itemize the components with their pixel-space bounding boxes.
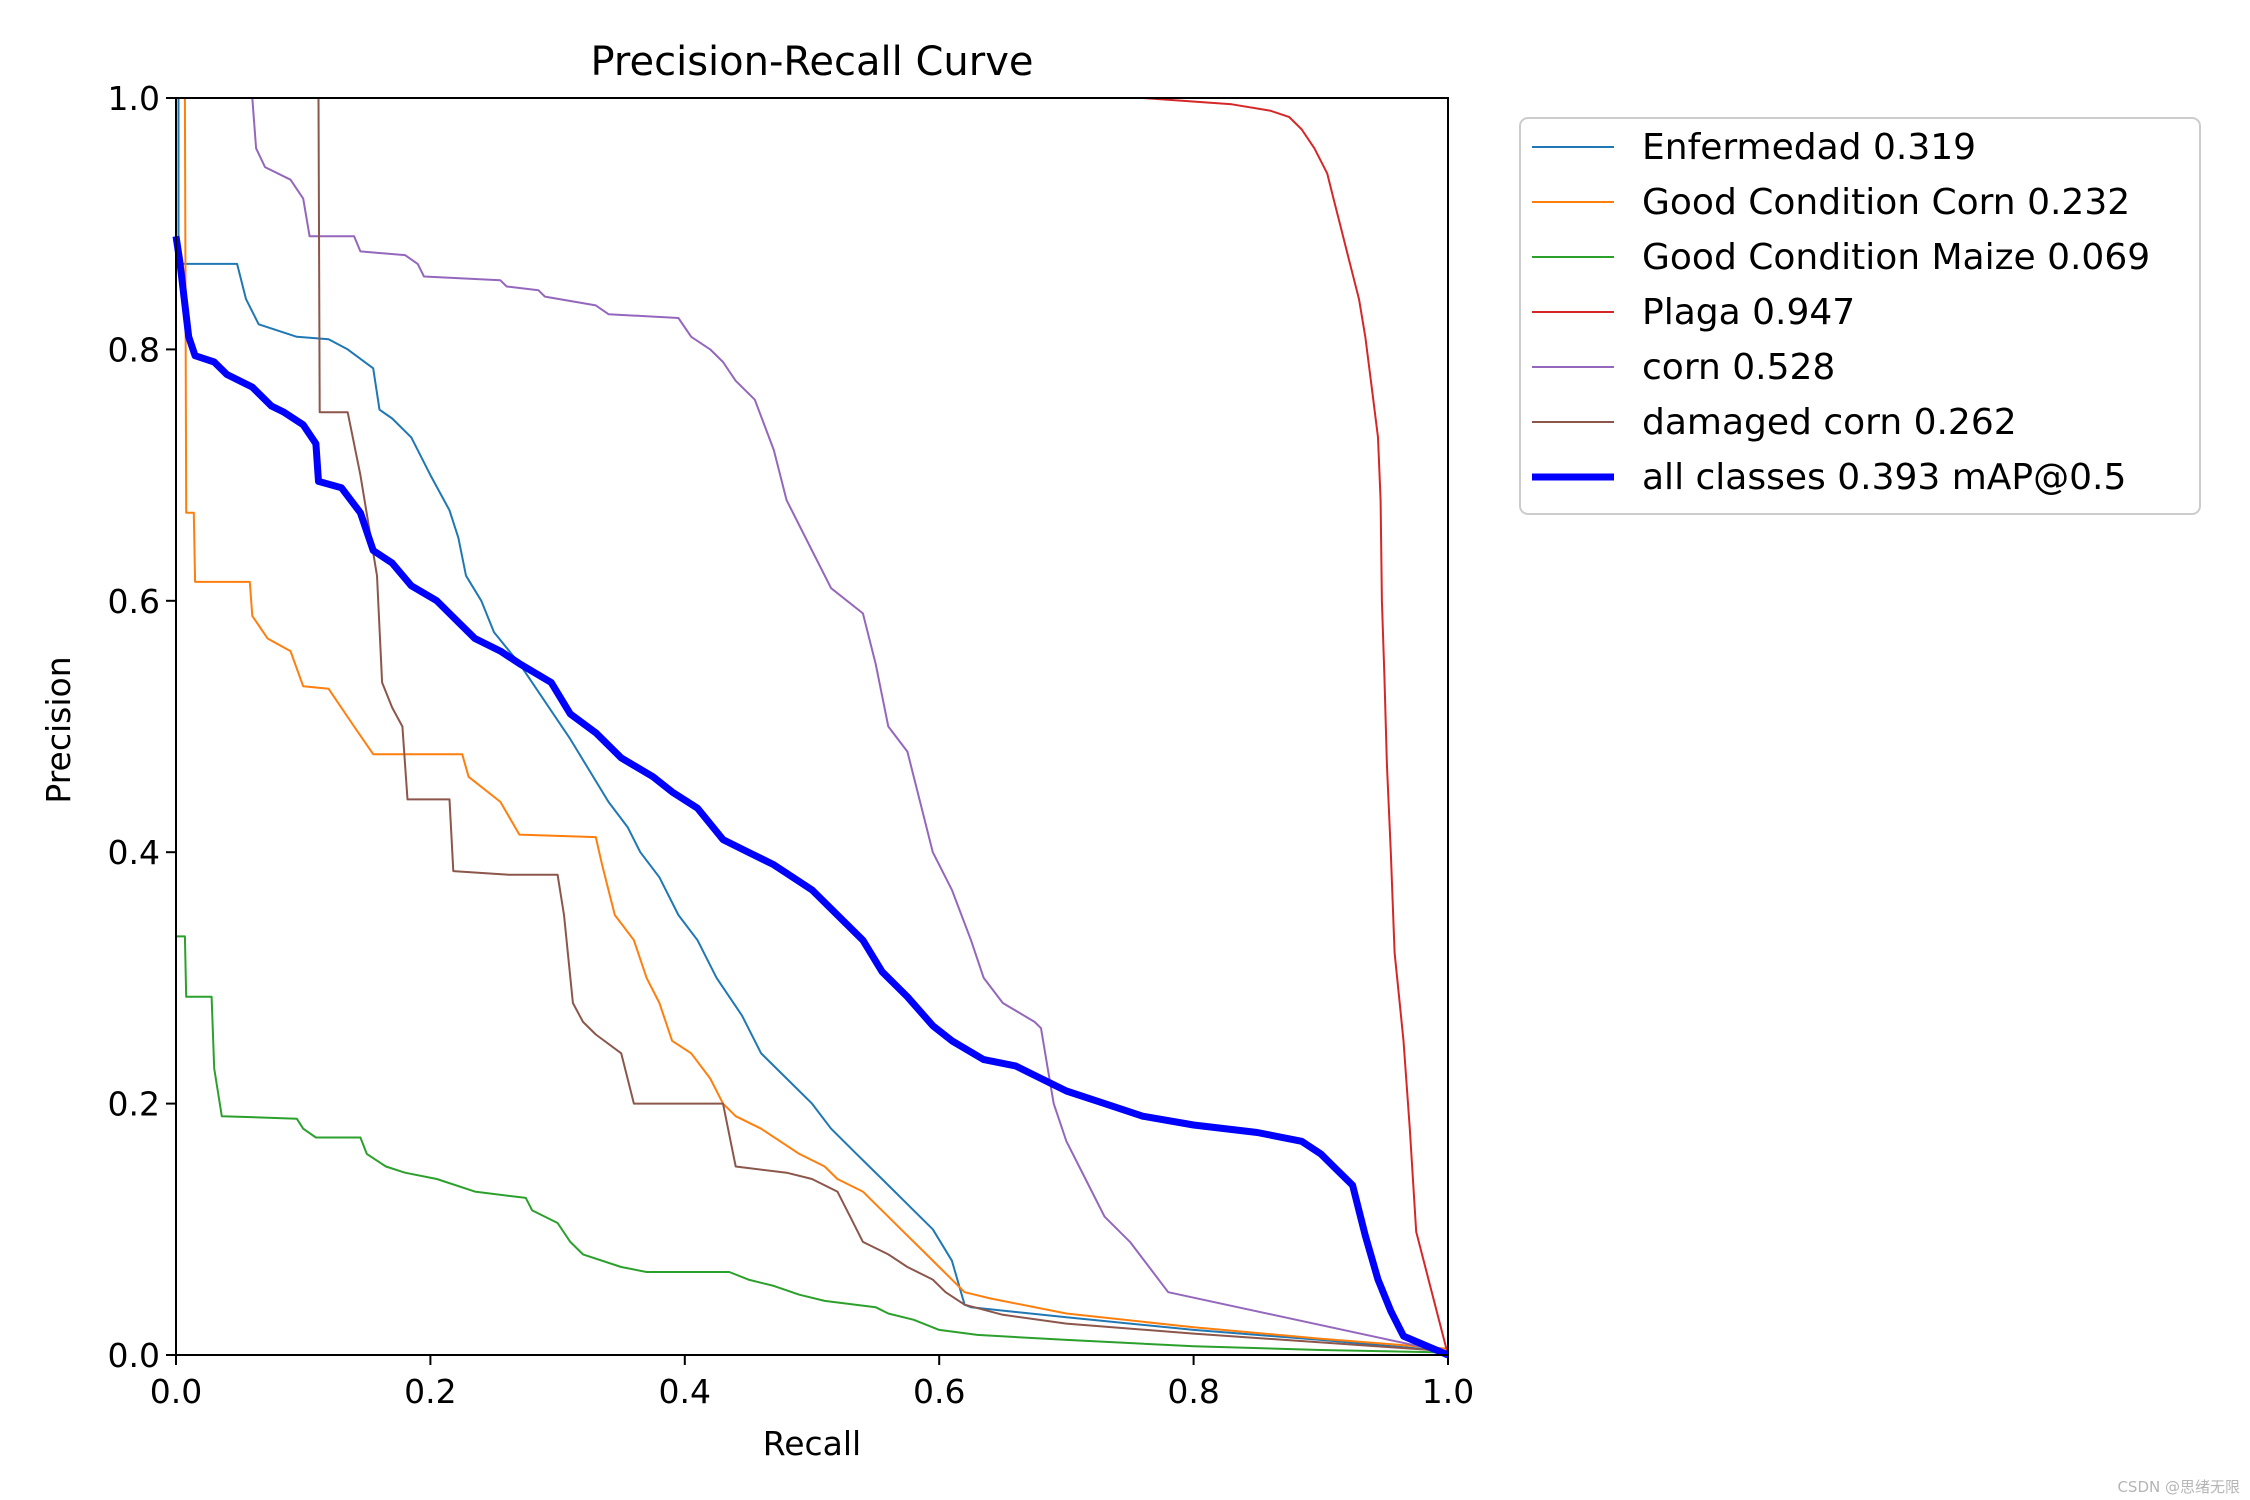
legend-label: Good Condition Corn 0.232 (1642, 182, 2130, 223)
series-line-all-classes (172, 235, 1450, 1359)
chart-title: Precision-Recall Curve (591, 39, 1034, 85)
plot-frame (175, 97, 1449, 1356)
x-tick-label: 0.4 (659, 1372, 711, 1411)
y-tick-label: 0.8 (108, 330, 160, 369)
series-line-good-condition-maize (176, 935, 1449, 1354)
y-tick-label: 0.6 (108, 582, 160, 621)
legend-label: Good Condition Maize 0.069 (1642, 237, 2150, 278)
x-tick-label: 0.8 (1167, 1372, 1219, 1411)
x-tick-label: 0.6 (913, 1372, 965, 1411)
legend-box (1519, 117, 2201, 515)
x-axis-ticks: 0.0 0.2 0.4 0.6 0.8 1.0 (150, 1355, 1474, 1411)
legend: Enfermedad 0.319 Good Condition Corn 0.23… (1519, 117, 2201, 515)
x-tick-label: 0.0 (150, 1372, 202, 1411)
y-tick-label: 0.2 (108, 1085, 160, 1124)
legend-label: corn 0.528 (1642, 347, 1835, 388)
series-line-good-condition-corn (176, 97, 1449, 1350)
y-axis-label: Precision (39, 656, 78, 803)
series-line-corn (251, 97, 1449, 1354)
series-line-damaged-corn (317, 97, 1449, 1353)
y-tick-label: 0.0 (108, 1336, 160, 1375)
series-line-enfermedad (176, 97, 1449, 1353)
legend-label: Plaga 0.947 (1642, 292, 1855, 333)
series-line-plaga (888, 97, 1449, 1356)
legend-label: all classes 0.393 mAP@0.5 (1642, 457, 2126, 498)
y-tick-label: 0.4 (108, 833, 160, 872)
watermark: CSDN @思绪无限 (2117, 1478, 2240, 1496)
x-tick-label: 1.0 (1422, 1372, 1474, 1411)
series-group (172, 97, 1450, 1359)
legend-label: damaged corn 0.262 (1642, 402, 2017, 443)
y-axis-ticks: 0.0 0.2 0.4 0.6 0.8 1.0 (108, 79, 176, 1375)
legend-label: Enfermedad 0.319 (1642, 127, 1976, 168)
x-axis-label: Recall (763, 1424, 861, 1463)
y-tick-label: 1.0 (108, 79, 160, 118)
x-tick-label: 0.2 (404, 1372, 456, 1411)
